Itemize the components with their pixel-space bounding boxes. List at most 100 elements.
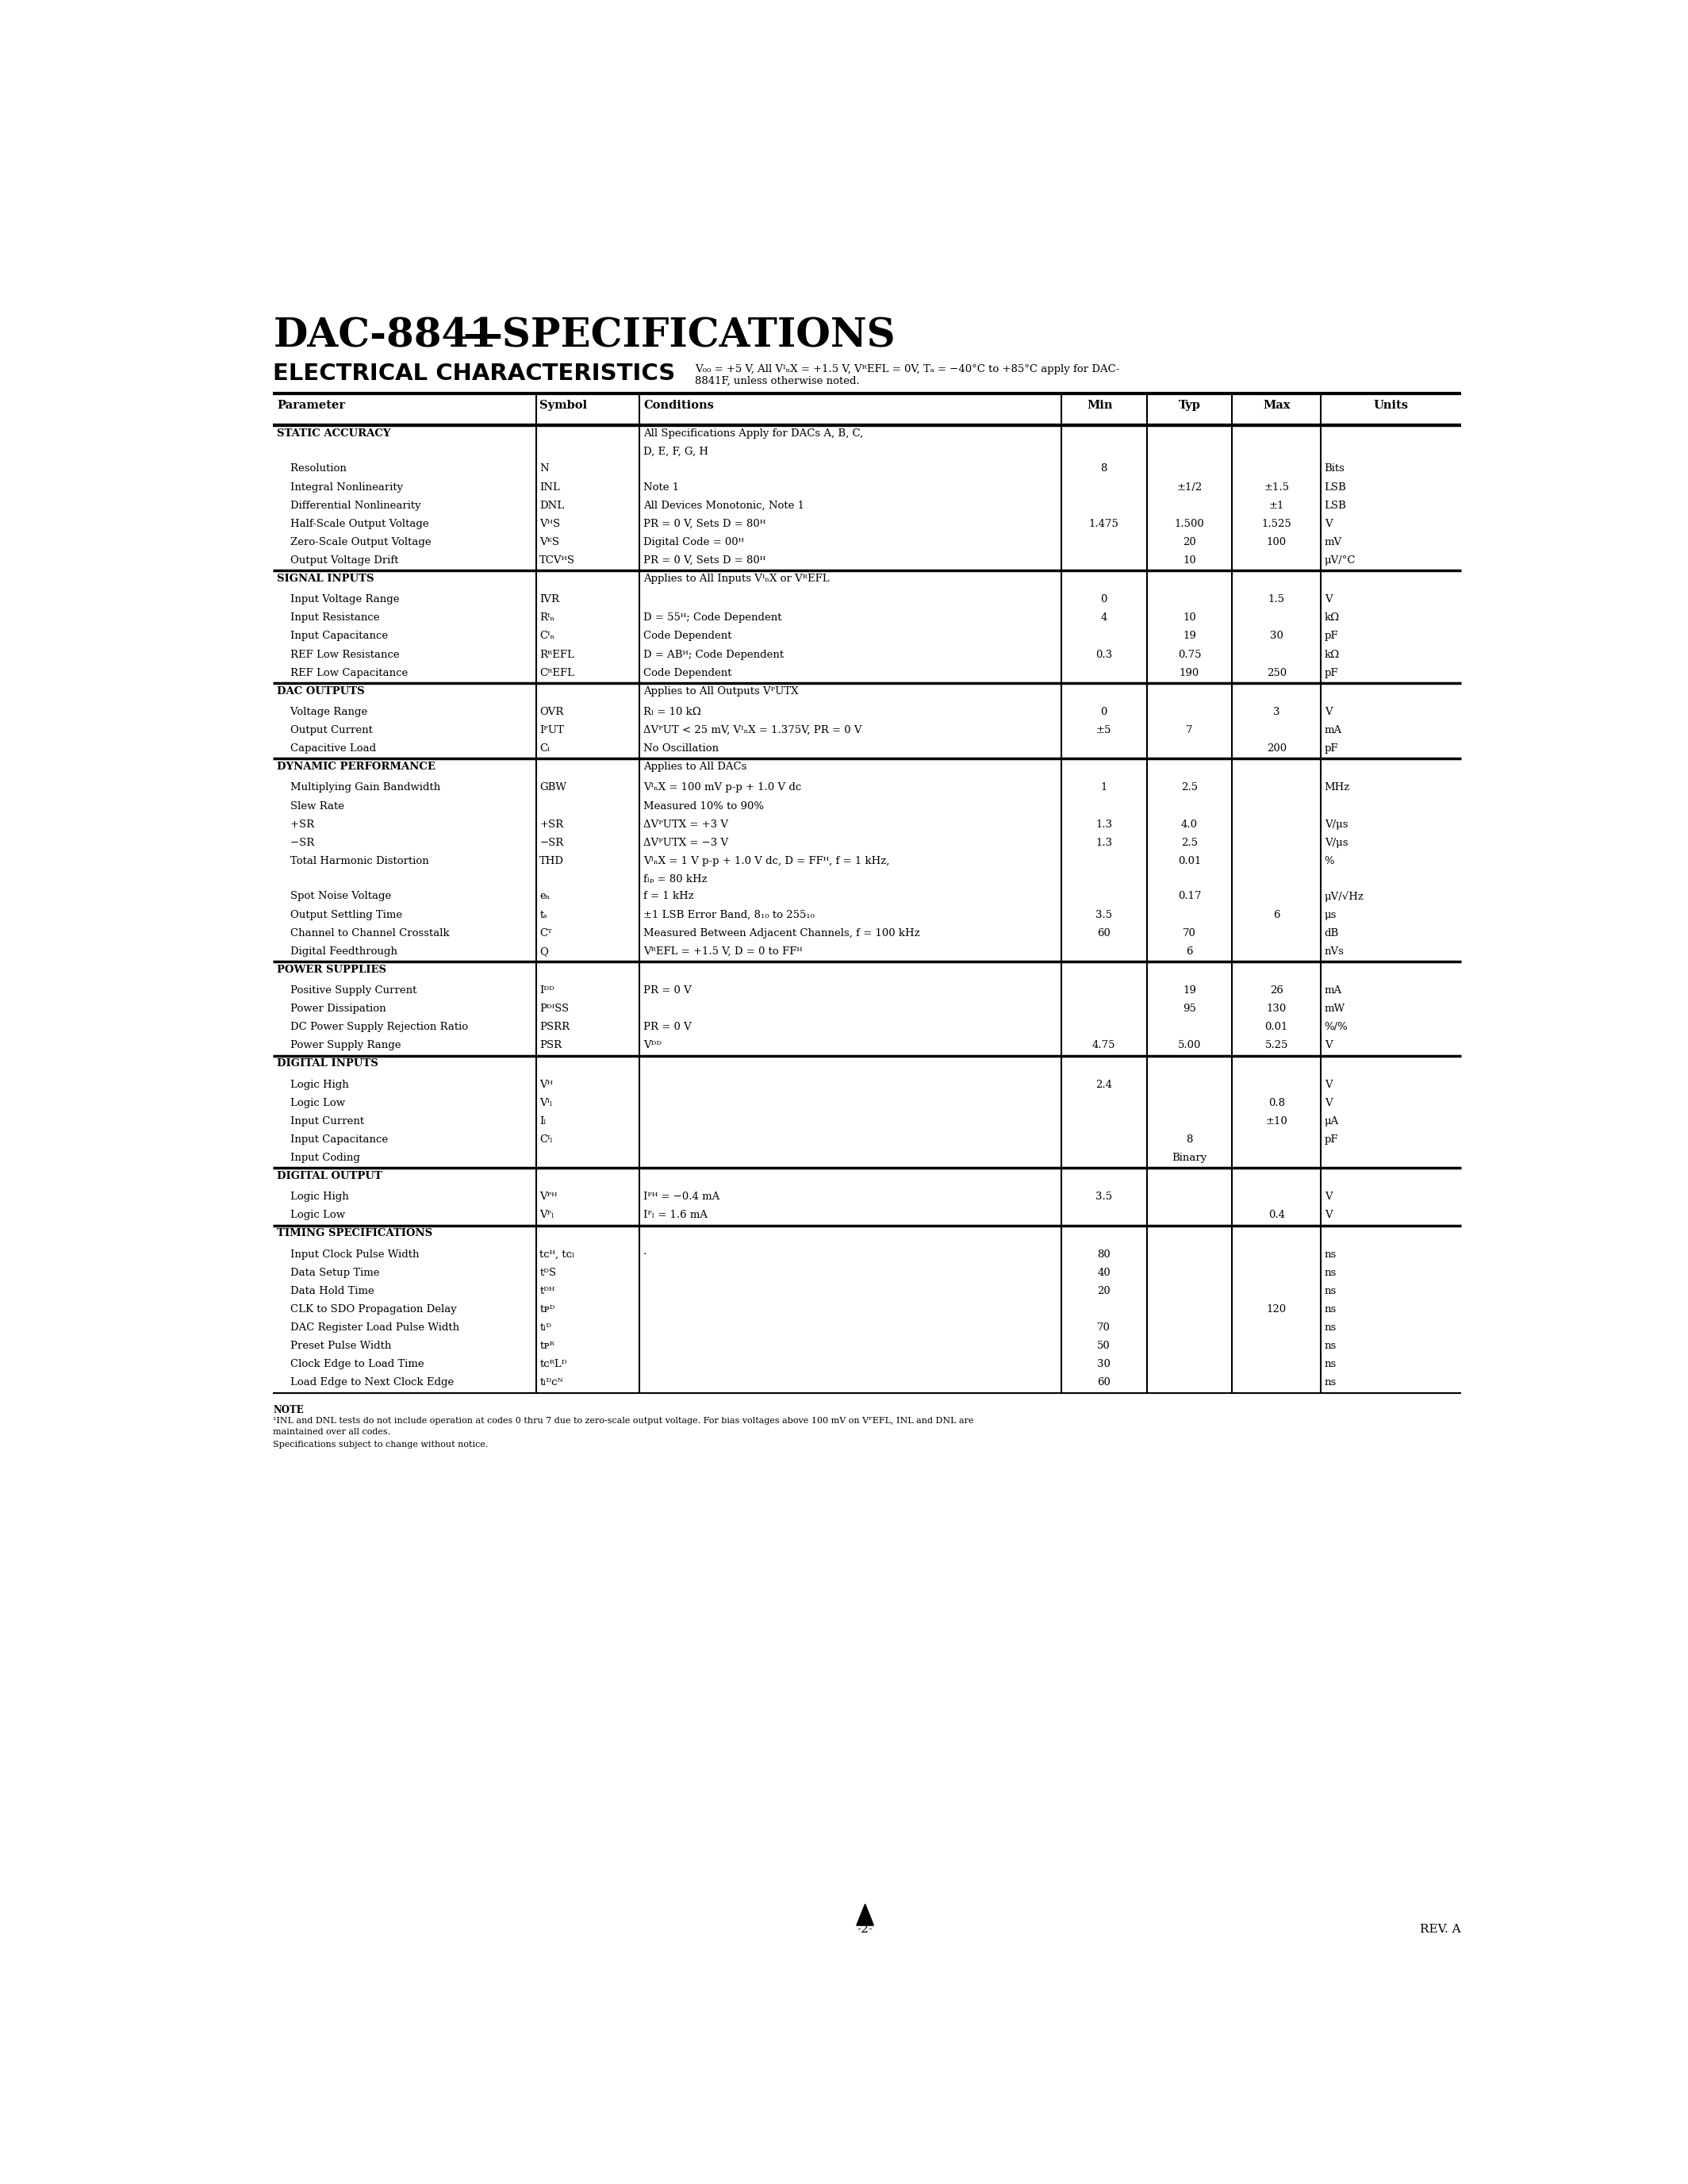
Text: kΩ: kΩ <box>1325 649 1340 660</box>
Text: Channel to Channel Crosstalk: Channel to Channel Crosstalk <box>277 928 449 939</box>
Text: MHz: MHz <box>1325 782 1350 793</box>
Text: Preset Pulse Width: Preset Pulse Width <box>277 1341 392 1352</box>
Text: PR = 0 V, Sets D = 80ᴴ: PR = 0 V, Sets D = 80ᴴ <box>643 518 766 529</box>
Text: ±1.5: ±1.5 <box>1264 483 1290 491</box>
Text: %/%: %/% <box>1325 1022 1349 1033</box>
Text: eₙ: eₙ <box>540 891 550 902</box>
Text: Digital Feedthrough: Digital Feedthrough <box>277 946 397 957</box>
Text: 250: 250 <box>1266 668 1286 677</box>
Text: Cₗ: Cₗ <box>540 743 550 753</box>
Text: NOTE: NOTE <box>273 1404 304 1415</box>
Text: Input Clock Pulse Width: Input Clock Pulse Width <box>277 1249 419 1260</box>
Text: 0.01: 0.01 <box>1264 1022 1288 1033</box>
Text: μV/°C: μV/°C <box>1325 555 1355 566</box>
Text: Measured Between Adjacent Channels, f = 100 kHz: Measured Between Adjacent Channels, f = … <box>643 928 920 939</box>
Text: ¹INL and DNL tests do not include operation at codes 0 thru 7 due to zero-scale : ¹INL and DNL tests do not include operat… <box>273 1417 974 1426</box>
Text: 95: 95 <box>1183 1005 1197 1013</box>
Text: 19: 19 <box>1183 631 1197 642</box>
Text: 0.4: 0.4 <box>1268 1210 1285 1221</box>
Text: 200: 200 <box>1266 743 1286 753</box>
Text: 10: 10 <box>1183 555 1197 566</box>
Text: Multiplying Gain Bandwidth: Multiplying Gain Bandwidth <box>277 782 441 793</box>
Text: Power Dissipation: Power Dissipation <box>277 1005 387 1013</box>
Text: Input Coding: Input Coding <box>277 1153 360 1164</box>
Text: Capacitive Load: Capacitive Load <box>277 743 376 753</box>
Text: tᴘᴿ: tᴘᴿ <box>540 1341 555 1352</box>
Text: Vᴵₗ: Vᴵₗ <box>540 1099 552 1107</box>
Text: μs: μs <box>1325 909 1337 919</box>
Text: PR = 0 V, Sets D = 80ᴴ: PR = 0 V, Sets D = 80ᴴ <box>643 555 766 566</box>
Text: IVR: IVR <box>540 594 559 605</box>
Text: 4: 4 <box>1101 614 1107 622</box>
Text: Code Dependent: Code Dependent <box>643 668 733 677</box>
Text: DAC Register Load Pulse Width: DAC Register Load Pulse Width <box>277 1324 459 1332</box>
Text: DAC OUTPUTS: DAC OUTPUTS <box>277 686 365 697</box>
Text: Vᴾᴴ: Vᴾᴴ <box>540 1192 557 1201</box>
Text: Rₗ = 10 kΩ: Rₗ = 10 kΩ <box>643 708 701 716</box>
Text: CLK to SDO Propagation Delay: CLK to SDO Propagation Delay <box>277 1304 457 1315</box>
Text: Output Current: Output Current <box>277 725 373 736</box>
Text: Units: Units <box>1374 400 1408 411</box>
Text: tₗᴰ: tₗᴰ <box>540 1324 552 1332</box>
Text: 7: 7 <box>1187 725 1193 736</box>
Text: VᴷS: VᴷS <box>540 537 559 548</box>
Text: V: V <box>1325 1079 1332 1090</box>
Text: Symbol: Symbol <box>540 400 587 411</box>
Text: D = ABᴴ; Code Dependent: D = ABᴴ; Code Dependent <box>643 649 783 660</box>
Text: All Specifications Apply for DACs A, B, C,: All Specifications Apply for DACs A, B, … <box>643 428 863 439</box>
Polygon shape <box>856 1904 874 1926</box>
Text: Note 1: Note 1 <box>643 483 679 491</box>
Text: dB: dB <box>1325 928 1339 939</box>
Text: Output Settling Time: Output Settling Time <box>277 909 402 919</box>
Text: Slew Rate: Slew Rate <box>277 802 344 810</box>
Text: Input Capacitance: Input Capacitance <box>277 1133 388 1144</box>
Text: PR = 0 V: PR = 0 V <box>643 1022 692 1033</box>
Text: pF: pF <box>1325 668 1339 677</box>
Text: −SR: −SR <box>540 836 564 847</box>
Text: 1: 1 <box>1101 782 1107 793</box>
Text: Iᴰᴰ: Iᴰᴰ <box>540 985 555 996</box>
Text: Typ: Typ <box>1178 400 1200 411</box>
Text: REF Low Capacitance: REF Low Capacitance <box>277 668 408 677</box>
Text: Positive Supply Current: Positive Supply Current <box>277 985 417 996</box>
Text: Bits: Bits <box>1325 463 1345 474</box>
Text: 130: 130 <box>1266 1005 1286 1013</box>
Text: +SR: +SR <box>540 819 564 830</box>
Text: maintained over all codes.: maintained over all codes. <box>273 1428 390 1437</box>
Text: Min: Min <box>1087 400 1112 411</box>
Text: ns: ns <box>1325 1358 1337 1369</box>
Text: mA: mA <box>1325 985 1342 996</box>
Text: tᴄᴿLᴰ: tᴄᴿLᴰ <box>540 1358 567 1369</box>
Text: tᴄᴴ, tᴄₗ: tᴄᴴ, tᴄₗ <box>540 1249 574 1260</box>
Text: 3: 3 <box>1273 708 1280 716</box>
Text: 0: 0 <box>1101 708 1107 716</box>
Text: 8: 8 <box>1187 1133 1193 1144</box>
Text: SIGNAL INPUTS: SIGNAL INPUTS <box>277 574 375 583</box>
Text: DC Power Supply Rejection Ratio: DC Power Supply Rejection Ratio <box>277 1022 468 1033</box>
Text: 8841F, unless otherwise noted.: 8841F, unless otherwise noted. <box>695 376 859 387</box>
Text: kΩ: kΩ <box>1325 614 1340 622</box>
Text: +SR: +SR <box>277 819 314 830</box>
Text: V: V <box>1325 1210 1332 1221</box>
Text: PSRR: PSRR <box>540 1022 571 1033</box>
Text: ns: ns <box>1325 1341 1337 1352</box>
Text: INL: INL <box>540 483 560 491</box>
Text: 6: 6 <box>1273 909 1280 919</box>
Text: 100: 100 <box>1266 537 1286 548</box>
Text: Max: Max <box>1263 400 1290 411</box>
Text: −SR: −SR <box>277 836 314 847</box>
Text: 2.5: 2.5 <box>1182 836 1198 847</box>
Text: 20: 20 <box>1097 1286 1111 1295</box>
Text: V/μs: V/μs <box>1325 836 1347 847</box>
Text: Applies to All Outputs VᴾUTX: Applies to All Outputs VᴾUTX <box>643 686 798 697</box>
Text: Q: Q <box>540 946 549 957</box>
Text: Total Harmonic Distortion: Total Harmonic Distortion <box>277 856 429 867</box>
Text: 1.5: 1.5 <box>1268 594 1285 605</box>
Text: ns: ns <box>1325 1249 1337 1260</box>
Text: V: V <box>1325 1192 1332 1201</box>
Text: 10: 10 <box>1183 614 1197 622</box>
Text: Applies to All DACs: Applies to All DACs <box>643 762 746 773</box>
Text: Conditions: Conditions <box>643 400 714 411</box>
Text: PᴰᴵSS: PᴰᴵSS <box>540 1005 569 1013</box>
Text: 4.75: 4.75 <box>1092 1040 1116 1051</box>
